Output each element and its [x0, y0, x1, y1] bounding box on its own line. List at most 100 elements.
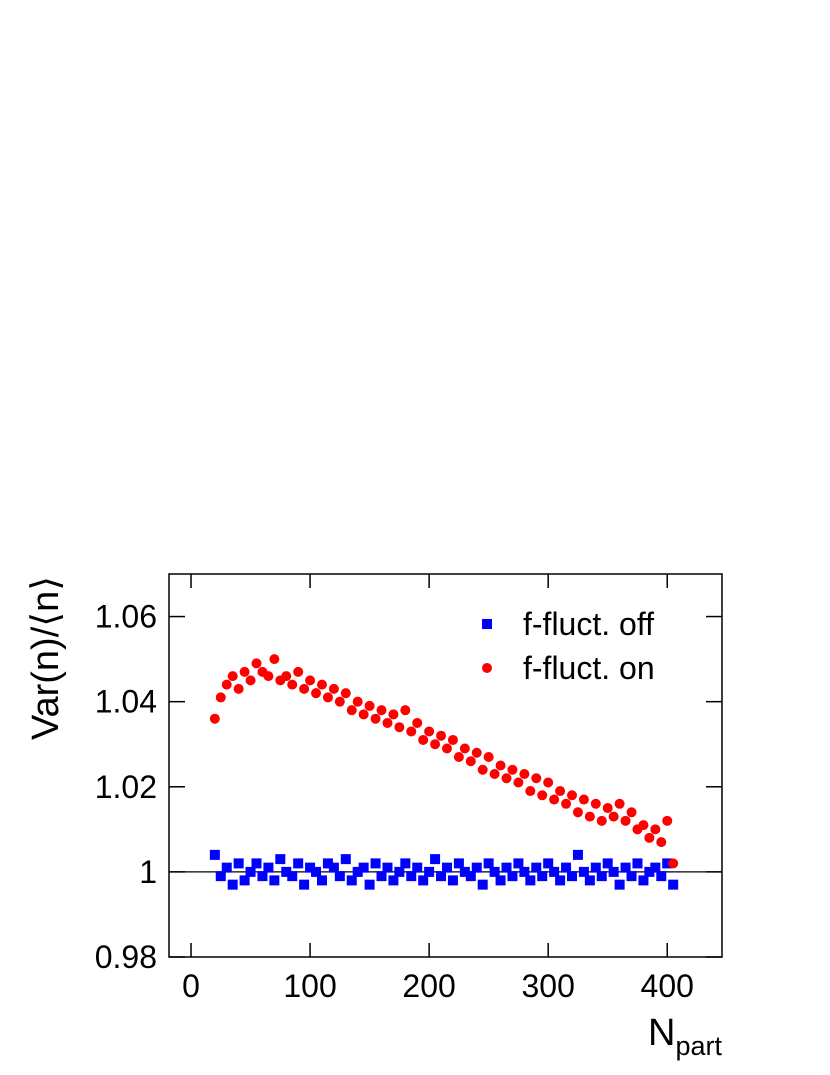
- data-point: [656, 871, 667, 882]
- data-point: [537, 790, 548, 801]
- data-point: [275, 854, 286, 865]
- data-point: [430, 739, 441, 750]
- data-point: [388, 875, 399, 886]
- data-point: [590, 798, 601, 809]
- legend-label: f-fluct. off: [523, 606, 654, 642]
- data-point: [465, 756, 476, 767]
- legend-marker: [482, 663, 492, 673]
- data-point: [495, 760, 506, 771]
- data-point: [471, 747, 482, 758]
- legend-marker: [482, 619, 492, 629]
- data-point: [489, 866, 500, 877]
- data-point: [412, 717, 423, 728]
- data-point: [489, 769, 500, 780]
- data-point: [566, 790, 577, 801]
- data-point: [352, 866, 363, 877]
- data-point: [662, 858, 673, 869]
- data-point: [453, 858, 464, 869]
- data-point: [614, 879, 625, 890]
- data-point: [620, 862, 631, 873]
- data-point: [483, 858, 494, 869]
- data-point: [334, 696, 345, 707]
- data-point: [519, 769, 530, 780]
- data-point: [293, 666, 304, 677]
- legend-label: f-fluct. on: [523, 650, 655, 686]
- data-point: [400, 705, 411, 716]
- data-point: [305, 675, 316, 686]
- data-point: [400, 858, 411, 869]
- x-tick-label: 200: [402, 968, 455, 1004]
- data-point: [215, 871, 226, 882]
- data-point: [608, 811, 619, 822]
- data-point: [507, 764, 518, 775]
- y-tick-label: 1: [139, 854, 157, 890]
- data-point: [501, 773, 512, 784]
- data-point: [269, 875, 280, 886]
- data-point: [561, 798, 572, 809]
- data-point: [340, 688, 351, 699]
- data-point: [632, 858, 643, 869]
- data-point: [650, 862, 661, 873]
- y-tick-label: 1.02: [95, 769, 157, 805]
- data-point: [358, 709, 369, 720]
- data-point: [418, 734, 429, 745]
- data-point: [459, 743, 470, 754]
- data-point: [263, 671, 274, 682]
- plot-frame: [168, 573, 723, 958]
- data-point: [513, 858, 524, 869]
- data-point: [221, 679, 232, 690]
- data-point: [602, 858, 613, 869]
- x-tick-label: 0: [182, 968, 200, 1004]
- data-point: [227, 671, 238, 682]
- data-point: [299, 879, 310, 890]
- x-tick-label: 400: [641, 968, 694, 1004]
- data-point: [412, 862, 423, 873]
- data-point: [328, 683, 339, 694]
- y-axis-label: Var(n)/⟨n⟩: [25, 576, 67, 740]
- data-point: [263, 862, 274, 873]
- data-point: [340, 854, 351, 865]
- data-point: [239, 666, 250, 677]
- data-point: [572, 807, 583, 818]
- data-point: [322, 858, 333, 869]
- data-point: [513, 777, 524, 788]
- data-point: [311, 688, 322, 699]
- data-point: [531, 862, 542, 873]
- data-point: [316, 875, 327, 886]
- data-point: [471, 862, 482, 873]
- data-point: [495, 875, 506, 886]
- data-point: [370, 858, 381, 869]
- data-point: [376, 871, 387, 882]
- data-point: [311, 866, 322, 877]
- y-tick-label: 0.98: [95, 939, 157, 975]
- data-point: [662, 815, 673, 826]
- data-point: [477, 879, 488, 890]
- data-point: [441, 743, 452, 754]
- data-point: [287, 871, 298, 882]
- data-point: [525, 875, 536, 886]
- data-point: [644, 832, 655, 843]
- data-point: [638, 875, 649, 886]
- data-point: [596, 871, 607, 882]
- data-point: [430, 854, 441, 865]
- data-point: [209, 713, 220, 724]
- data-point: [561, 862, 572, 873]
- data-point: [233, 683, 244, 694]
- data-point: [293, 858, 304, 869]
- data-point: [602, 803, 613, 814]
- data-point: [251, 858, 262, 869]
- data-point: [519, 866, 530, 877]
- x-axis-label-main: N: [648, 1012, 675, 1054]
- data-point: [269, 654, 280, 665]
- data-point: [668, 858, 679, 869]
- data-point: [626, 807, 637, 818]
- data-point: [382, 717, 393, 728]
- x-axis-label-sub: part: [675, 1031, 722, 1061]
- data-point: [346, 705, 357, 716]
- data-point: [656, 837, 667, 848]
- data-point: [578, 866, 589, 877]
- data-point: [441, 862, 452, 873]
- data-point: [549, 866, 560, 877]
- data-point: [608, 866, 619, 877]
